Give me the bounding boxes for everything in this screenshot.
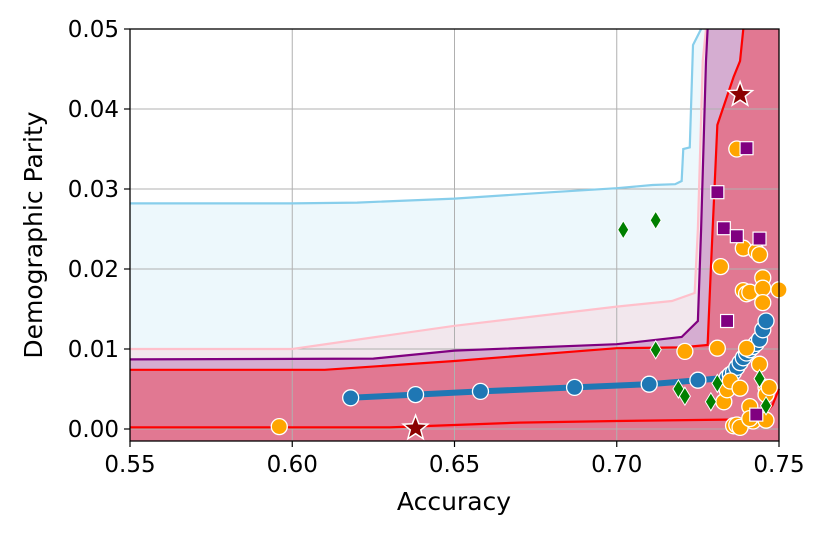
x-tick-label: 0.60 — [267, 452, 318, 478]
x-tick-label: 0.55 — [104, 452, 155, 478]
circle-point — [711, 257, 730, 276]
axis-ticks: 0.55 0.60 0.65 0.70 0.75 0.00 0.01 0.02 0.03 0.04… — [68, 17, 805, 478]
square-point — [719, 313, 735, 329]
circle-point — [565, 378, 584, 397]
square-point — [729, 229, 744, 244]
frontier-line-1 — [130, 28, 708, 351]
y-tick-label: 0.00 — [68, 417, 119, 443]
diamond-point — [759, 395, 773, 416]
x-axis-label: Accuracy — [397, 487, 511, 516]
data-points — [270, 79, 788, 441]
star-point — [401, 413, 430, 441]
x-tick-label: 0.65 — [429, 452, 480, 478]
square-point — [710, 185, 725, 200]
circle-point — [270, 417, 288, 436]
square-point — [739, 141, 754, 156]
star-point — [725, 79, 755, 107]
y-tick-label: 0.04 — [68, 97, 119, 123]
x-tick-label: 0.75 — [753, 452, 804, 478]
frontier-lines — [129, 28, 781, 429]
y-tick-label: 0.01 — [68, 337, 119, 363]
circle-point — [708, 339, 726, 357]
y-tick-label: 0.05 — [68, 17, 119, 43]
circle-point — [640, 375, 658, 393]
frontier-line-3 — [130, 28, 745, 371]
diamond-point — [617, 219, 630, 240]
square-point — [716, 221, 731, 236]
x-tick-label: 0.70 — [591, 452, 642, 478]
circle-point — [342, 389, 360, 407]
y-axis-label: Demographic Parity — [19, 111, 48, 358]
circle-point — [760, 378, 778, 397]
diamond-point — [678, 386, 691, 407]
frontier-line-0 — [130, 28, 703, 205]
circle-point — [471, 382, 490, 401]
y-tick-label: 0.03 — [68, 177, 119, 203]
diamond-point — [649, 210, 662, 231]
diamond-point — [649, 339, 662, 360]
circle-point — [689, 371, 707, 389]
diamond-point — [753, 368, 766, 389]
square-point — [749, 407, 764, 422]
circle-point — [737, 339, 756, 357]
circle-point — [754, 279, 772, 297]
circle-point — [676, 342, 694, 361]
circle-point — [754, 293, 772, 312]
circle-point — [757, 312, 775, 330]
square-point — [752, 231, 767, 246]
diamond-point — [704, 391, 717, 412]
circle-point — [406, 385, 425, 404]
circle-point — [750, 245, 769, 264]
y-tick-label: 0.02 — [68, 257, 119, 283]
circle-point — [731, 379, 749, 397]
frontier-line-2 — [129, 28, 709, 361]
diamond-point — [711, 373, 724, 394]
